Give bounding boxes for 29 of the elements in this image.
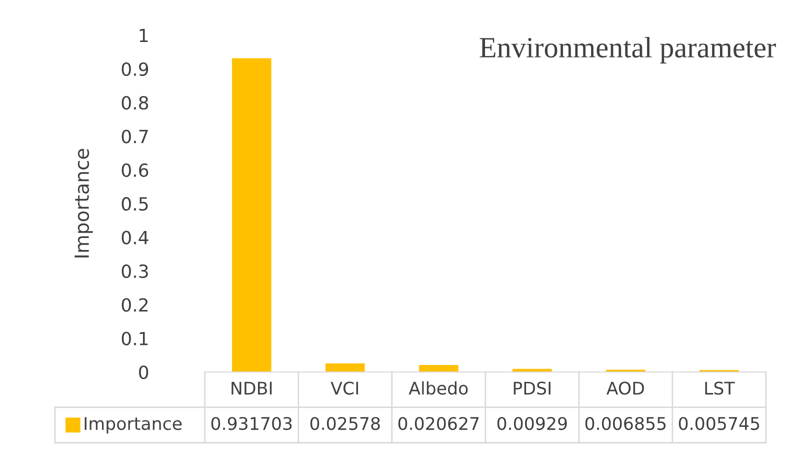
chart-title: Environmental parameter <box>480 37 776 64</box>
y-tick-label: 0 <box>139 365 148 380</box>
data-label: 0.006855 <box>585 416 666 430</box>
y-tick-label: 0.9 <box>122 62 148 76</box>
x-tick-label: AOD <box>606 382 644 395</box>
x-tick-label: Albedo <box>408 381 468 395</box>
x-tick-label: PDSI <box>514 382 550 395</box>
y-tick-label: 0.7 <box>122 130 148 144</box>
y-tick-label: 0.5 <box>122 197 148 211</box>
data-label: 0.02578 <box>310 416 380 430</box>
y-tick-label: 0.8 <box>122 96 148 110</box>
data-label: 0.00929 <box>497 416 567 430</box>
y-tick-label: 0.1 <box>122 332 148 346</box>
bar <box>419 365 458 372</box>
y-tick-label: 0.6 <box>122 163 148 178</box>
x-tick-label: VCI <box>330 382 358 395</box>
x-tick-label: NDBI <box>232 382 272 394</box>
data-label: 0.931703 <box>211 416 292 430</box>
data-label: 0.005745 <box>678 416 760 430</box>
data-label: 0.020627 <box>398 416 479 430</box>
y-axis-title: Importance <box>74 148 93 258</box>
y-tick-label: 0.2 <box>122 298 148 312</box>
bar <box>232 58 272 372</box>
bar <box>326 363 365 372</box>
y-tick-label: 0.3 <box>122 264 148 278</box>
legend-label: Importance <box>84 417 182 434</box>
y-tick-label: 0.4 <box>122 230 148 244</box>
y-tick-label: 1 <box>140 28 148 42</box>
x-tick-label: LST <box>705 382 735 395</box>
